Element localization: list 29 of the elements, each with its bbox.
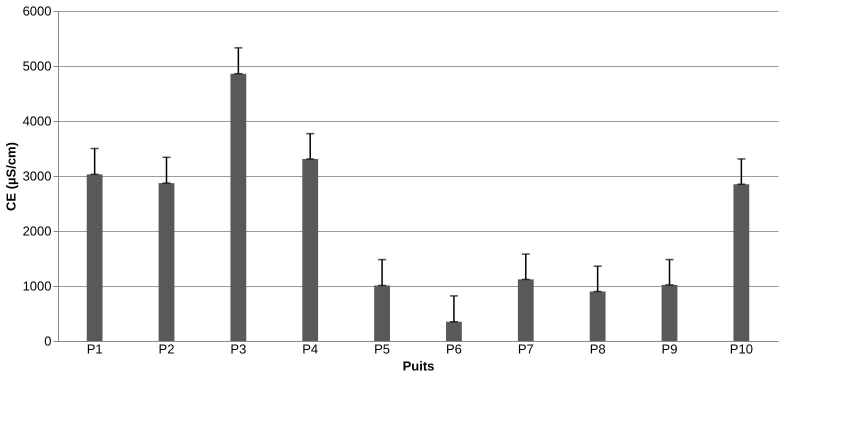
x-tick-label: P7 — [518, 342, 534, 356]
bar — [86, 174, 103, 341]
y-tick-label: 0 — [44, 334, 52, 348]
x-tick-label: P2 — [158, 342, 174, 356]
y-tick-label: 3000 — [22, 168, 52, 184]
bar — [446, 322, 462, 341]
y-tick-label: 5000 — [22, 58, 52, 74]
y-tick-label: 4000 — [22, 114, 52, 128]
y-tick-label: 1000 — [22, 278, 52, 294]
bar — [662, 284, 678, 341]
x-tick-label: P6 — [446, 342, 462, 356]
bar — [518, 279, 534, 341]
x-tick-label: P9 — [662, 342, 678, 356]
y-tick-label: 6000 — [22, 4, 52, 18]
bar — [590, 292, 606, 341]
y-tick-label: 2000 — [22, 224, 52, 238]
x-tick-label: P10 — [730, 342, 753, 356]
x-tick-label: P8 — [590, 342, 606, 356]
bar — [158, 183, 174, 341]
x-tick-label: P1 — [86, 342, 103, 356]
bar — [374, 285, 390, 341]
bar — [230, 74, 246, 341]
y-axis-title: CE (µS/cm) — [4, 142, 19, 211]
x-tick-label: P4 — [302, 342, 318, 356]
x-axis-title: Puits — [402, 358, 434, 374]
x-tick-label: P3 — [230, 342, 246, 356]
x-tick-label: P5 — [374, 342, 390, 356]
bar — [302, 158, 318, 341]
bar — [733, 184, 750, 341]
